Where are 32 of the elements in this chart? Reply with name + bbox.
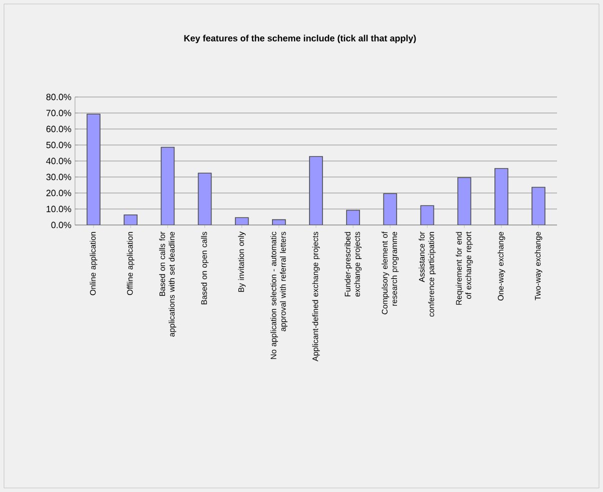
bar	[160, 146, 175, 225]
y-tick-label: 40.0%	[46, 158, 72, 164]
x-tick-label: Requirement for end of exchange report	[456, 232, 473, 305]
y-tick-label: 50.0%	[46, 142, 72, 148]
y-tick-label: 60.0%	[46, 126, 72, 132]
y-tick-label: 0.0%	[51, 222, 72, 228]
y-tick-label: 70.0%	[46, 110, 72, 116]
bar	[309, 156, 323, 225]
bar	[86, 114, 100, 225]
y-tick-label: 10.0%	[46, 206, 72, 212]
x-tick-label: Assistance for conference participation	[418, 232, 436, 317]
x-tick-label: Based on calls for applications with set deadline	[159, 232, 176, 337]
bar	[532, 186, 546, 225]
y-tick-label: 20.0%	[46, 190, 72, 196]
x-tick-label: Based on open calls	[201, 232, 209, 304]
y-tick-label: 30.0%	[46, 174, 72, 180]
chart-title: Key features of the scheme include (tick all that apply)	[184, 34, 416, 44]
x-tick-label: Funder-prescribed exchange projects	[344, 232, 362, 297]
x-tick-label: Applicant-defined exchange projects	[312, 232, 320, 362]
x-tick-label: Compulsory element of research programme	[382, 232, 399, 314]
bar	[494, 168, 508, 225]
x-tick-label: By invitation only	[238, 232, 246, 292]
x-tick-label: One-way exchange	[498, 232, 506, 301]
x-tick-label: No application selection - automatic approval with referral letters	[270, 232, 288, 359]
x-tick-label: Online application	[90, 232, 98, 296]
x-tick-label: Two-way exchange	[534, 232, 542, 300]
bar	[383, 193, 398, 225]
y-tick-label: 80.0%	[46, 94, 72, 100]
x-tick-label: Offline application	[126, 232, 134, 296]
bar	[420, 205, 434, 225]
bar	[198, 172, 212, 225]
bar	[457, 177, 472, 225]
